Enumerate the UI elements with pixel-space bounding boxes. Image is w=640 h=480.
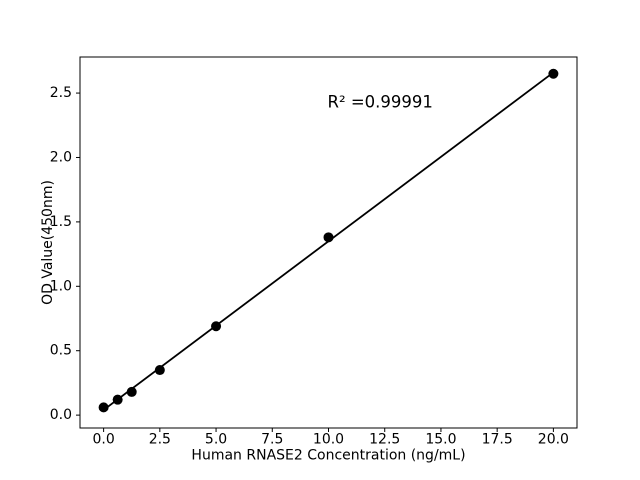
x-axis-label: Human RNASE2 Concentration (ng/mL): [191, 448, 465, 464]
y-tick-label: 1.0: [50, 278, 72, 294]
data-point: [548, 68, 559, 79]
x-tick-label: 2.5: [149, 432, 171, 448]
x-tick-label: 20.0: [538, 432, 569, 448]
data-point: [211, 321, 222, 332]
y-tick-label: 2.5: [50, 85, 72, 101]
x-tick-label: 10.0: [313, 432, 344, 448]
x-tick-label: 0.0: [92, 432, 114, 448]
x-tick-label: 17.5: [482, 432, 513, 448]
y-tick-label: 0.0: [50, 407, 72, 423]
y-axis-label: OD Value(450nm): [40, 180, 56, 305]
data-point: [98, 402, 109, 413]
data-point: [126, 386, 137, 397]
x-tick-label: 12.5: [369, 432, 400, 448]
x-tick-label: 7.5: [261, 432, 283, 448]
y-tick-label: 0.5: [50, 343, 72, 359]
y-tick-label: 1.5: [50, 214, 72, 230]
data-point: [112, 394, 123, 405]
x-tick-label: 15.0: [425, 432, 456, 448]
y-tick-label: 2.0: [50, 149, 72, 165]
plot-area: 0.0 2.5 5.0 7.5 10.0 12.5 15.0 17.5 20.0 0.0 0.5 1.…: [50, 56, 578, 448]
data-point: [154, 365, 165, 376]
data-point: [323, 232, 334, 243]
x-tick-label: 5.0: [205, 432, 227, 448]
r-squared-annotation: R² =0.99991: [328, 93, 433, 112]
